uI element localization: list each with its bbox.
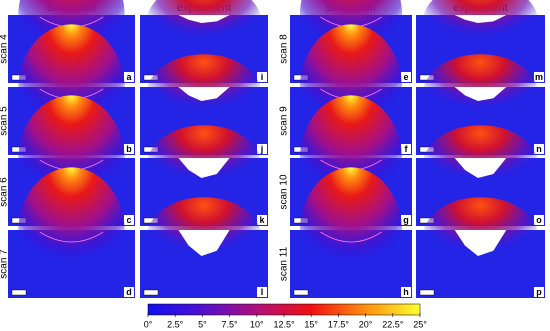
panel-letter: f	[405, 144, 409, 154]
letter-box	[257, 144, 267, 154]
surface-line	[39, 231, 104, 243]
scale-bar	[143, 289, 159, 296]
letter-box	[401, 287, 411, 297]
colorbar-tick-label: 12.5°	[273, 319, 295, 329]
letter-box	[257, 215, 267, 225]
scan-label: scan 11	[279, 246, 290, 281]
crater	[178, 230, 230, 256]
crater	[454, 230, 507, 256]
colorbar-tick-label: 22.5°	[382, 319, 404, 329]
scale-bar	[11, 289, 27, 296]
crater	[454, 87, 507, 101]
colorbar-tick-label: 0°	[144, 319, 153, 329]
letter-box	[124, 287, 134, 297]
panel-letter: h	[403, 287, 409, 297]
panel-letter: k	[259, 215, 265, 225]
colorbar-tick-label: 7.5°	[222, 319, 239, 329]
scale-bar	[293, 289, 309, 296]
panel: d	[8, 167, 135, 298]
scale-bar	[419, 289, 435, 296]
letter-box	[401, 72, 411, 82]
simulation-map	[18, 167, 125, 297]
crater	[178, 87, 230, 101]
scan-label: scan 7	[0, 249, 10, 279]
simulation-map	[299, 167, 403, 297]
surface-line	[320, 231, 382, 243]
crater	[178, 15, 230, 23]
letter-box	[257, 72, 267, 82]
scan-label: scan 9	[279, 106, 290, 136]
crater	[178, 158, 230, 178]
letter-box	[124, 72, 134, 82]
panel: p	[416, 197, 545, 298]
colorbar-tick-label: 17.5°	[328, 319, 350, 329]
colorbar-tick-label: 5°	[198, 319, 207, 329]
panel-letter: o	[536, 215, 542, 225]
letter-box	[124, 215, 134, 225]
letter-box	[534, 72, 544, 82]
panel-letter: g	[403, 215, 409, 225]
crater	[454, 15, 507, 23]
letter-box	[401, 144, 411, 154]
scan-label: scan 10	[279, 174, 290, 209]
colorbar-tick-label: 15°	[304, 319, 318, 329]
letter-box	[534, 287, 544, 297]
scan-label: scan 4	[0, 34, 10, 64]
panel-letter: p	[536, 287, 542, 297]
panel-letter: i	[261, 72, 264, 82]
panel-letter: e	[403, 72, 408, 82]
letter-box	[124, 144, 134, 154]
colorbar-tick-label: 20°	[359, 319, 373, 329]
panel-letter: c	[126, 215, 131, 225]
scan-label: scan 6	[0, 177, 10, 207]
letter-box	[534, 144, 544, 154]
experiment-map	[422, 0, 539, 64]
panel-letter: d	[126, 287, 132, 297]
panel-letter: l	[261, 287, 264, 297]
panel-letter: b	[126, 144, 132, 154]
panel-letter: m	[535, 72, 543, 82]
scan-label: scan 5	[0, 106, 10, 136]
crater	[454, 158, 507, 178]
letter-box	[534, 215, 544, 225]
experiment-map	[146, 0, 262, 64]
letter-box	[401, 215, 411, 225]
panel-letter: j	[260, 144, 264, 154]
colorbar-tick-label: 10°	[250, 319, 264, 329]
panel-letter: n	[536, 144, 542, 154]
letter-box	[257, 287, 267, 297]
colorbar-tick-label: 2.5°	[167, 319, 184, 329]
panel-letter: a	[126, 72, 132, 82]
panel: l	[140, 197, 268, 298]
panel: h	[290, 167, 412, 298]
colorbar-tick-label: 25°	[413, 319, 427, 329]
scan-label: scan 8	[279, 34, 290, 64]
